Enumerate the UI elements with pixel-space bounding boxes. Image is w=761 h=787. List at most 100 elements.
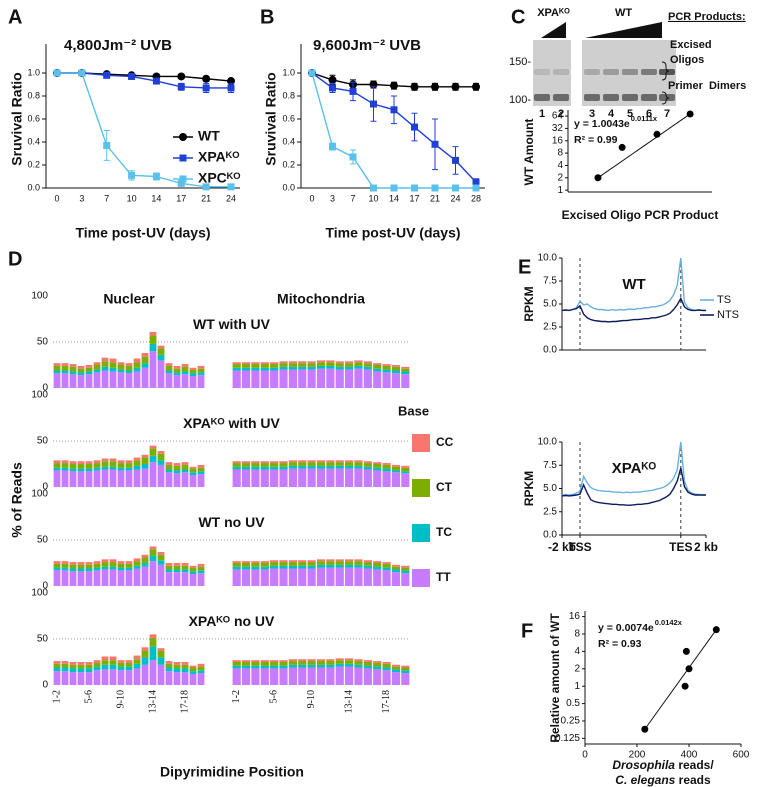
marker: [179, 133, 187, 141]
bar-segment: [109, 669, 117, 685]
bar-segment: [189, 475, 197, 487]
bar-segment: [251, 665, 260, 669]
bar-segment: [260, 569, 269, 586]
bar-segment: [288, 363, 297, 367]
bar-segment: [173, 473, 181, 487]
bar-segment: [141, 554, 149, 558]
x-tick-label: 0: [54, 193, 59, 203]
bar-segment: [133, 362, 141, 368]
bar-segment: [133, 371, 141, 388]
bar-segment: [401, 467, 410, 472]
marker: [152, 77, 160, 85]
bar-segment: [373, 363, 382, 365]
bar-segment: [326, 559, 335, 562]
bar-segment: [133, 465, 141, 470]
bar-segment: [93, 666, 101, 671]
bar-segment: [109, 466, 117, 470]
bar-segment: [141, 356, 149, 364]
bar-segment: [61, 363, 69, 366]
bar-segment: [279, 568, 288, 586]
x-axis-label-part: reads/: [675, 758, 714, 772]
lane-group-label: WT: [615, 7, 632, 19]
marker: [227, 183, 235, 191]
bar-segment: [326, 661, 335, 665]
bar-segment: [69, 366, 77, 372]
bar-segment: [85, 662, 93, 665]
bar-segment: [279, 562, 288, 566]
bar-segment: [279, 463, 288, 467]
bar-segment: [316, 368, 326, 388]
bar-segment: [53, 467, 61, 471]
bar-segment: [316, 667, 326, 685]
x-tick-label: 17-18: [179, 690, 190, 713]
bar-segment: [77, 672, 85, 685]
bar-segment: [373, 661, 382, 663]
chart-title: 4,800Jm⁻² UVB: [64, 37, 172, 54]
bar-segment: [125, 470, 133, 487]
marker: [177, 83, 185, 91]
bar-segment: [109, 664, 117, 670]
bar-segment: [189, 376, 197, 388]
bar-segment: [307, 565, 316, 569]
x-tick-label: 3: [330, 193, 335, 203]
size-marker: 100-: [509, 94, 531, 106]
bar-segment: [335, 561, 344, 565]
bar-segment: [85, 371, 93, 375]
bar-segment: [173, 569, 181, 573]
bar-segment: [61, 671, 69, 685]
y-tick-label: 0.0: [27, 182, 40, 192]
bar-segment: [165, 363, 173, 366]
bar-segment: [260, 367, 269, 371]
bar-segment: [307, 659, 316, 662]
marker: [78, 69, 86, 77]
bar-segment: [335, 468, 344, 487]
bar-segment: [165, 373, 173, 388]
bar-segment: [251, 370, 260, 388]
bar-segment: [363, 369, 372, 388]
bar-segment: [101, 569, 109, 586]
bar-segment: [345, 465, 354, 469]
bar-segment: [133, 659, 141, 664]
bar-segment: [165, 663, 173, 668]
bar-segment: [125, 365, 133, 371]
bar-segment: [61, 563, 69, 568]
bar-segment: [326, 460, 335, 463]
bar-segment: [354, 362, 363, 366]
y-tick-label: 4: [557, 160, 563, 171]
bar-segment: [53, 671, 61, 685]
y-tick-label: 0.0: [282, 182, 295, 192]
bar-segment: [270, 461, 279, 464]
y-tick-label: 1: [557, 185, 563, 196]
bar-segment: [382, 662, 391, 664]
gel-band: [584, 94, 600, 101]
marker: [329, 84, 336, 92]
size-marker: 150-: [509, 56, 531, 68]
bar-segment: [117, 563, 125, 568]
legend-swatch: [412, 434, 430, 452]
equation: y = 1.0043e: [574, 118, 630, 130]
y-tick-label: 0.5: [566, 698, 580, 709]
y-tick-label: 2: [574, 663, 580, 674]
bar-segment: [363, 466, 372, 470]
bar-segment: [298, 468, 307, 487]
lane-number: 4: [608, 108, 615, 120]
bar-segment: [345, 564, 354, 568]
bar-segment: [251, 561, 260, 563]
bar-segment: [401, 667, 410, 671]
lane-number: 2: [558, 108, 564, 120]
bar-segment: [354, 360, 363, 363]
bar-segment: [335, 658, 344, 661]
primer-label: Primer Dimers: [668, 80, 746, 92]
marker: [452, 184, 459, 192]
bar-segment: [232, 563, 241, 567]
bar-segment: [382, 364, 391, 366]
gel-band: [534, 94, 550, 101]
bar-segment: [61, 373, 69, 388]
bar-segment: [157, 650, 165, 658]
bar-segment: [53, 363, 61, 366]
bar-segment: [326, 362, 335, 366]
bar-segment: [69, 571, 77, 586]
bar-segment: [288, 361, 297, 364]
bar-segment: [354, 567, 363, 586]
bar-segment: [149, 660, 157, 685]
